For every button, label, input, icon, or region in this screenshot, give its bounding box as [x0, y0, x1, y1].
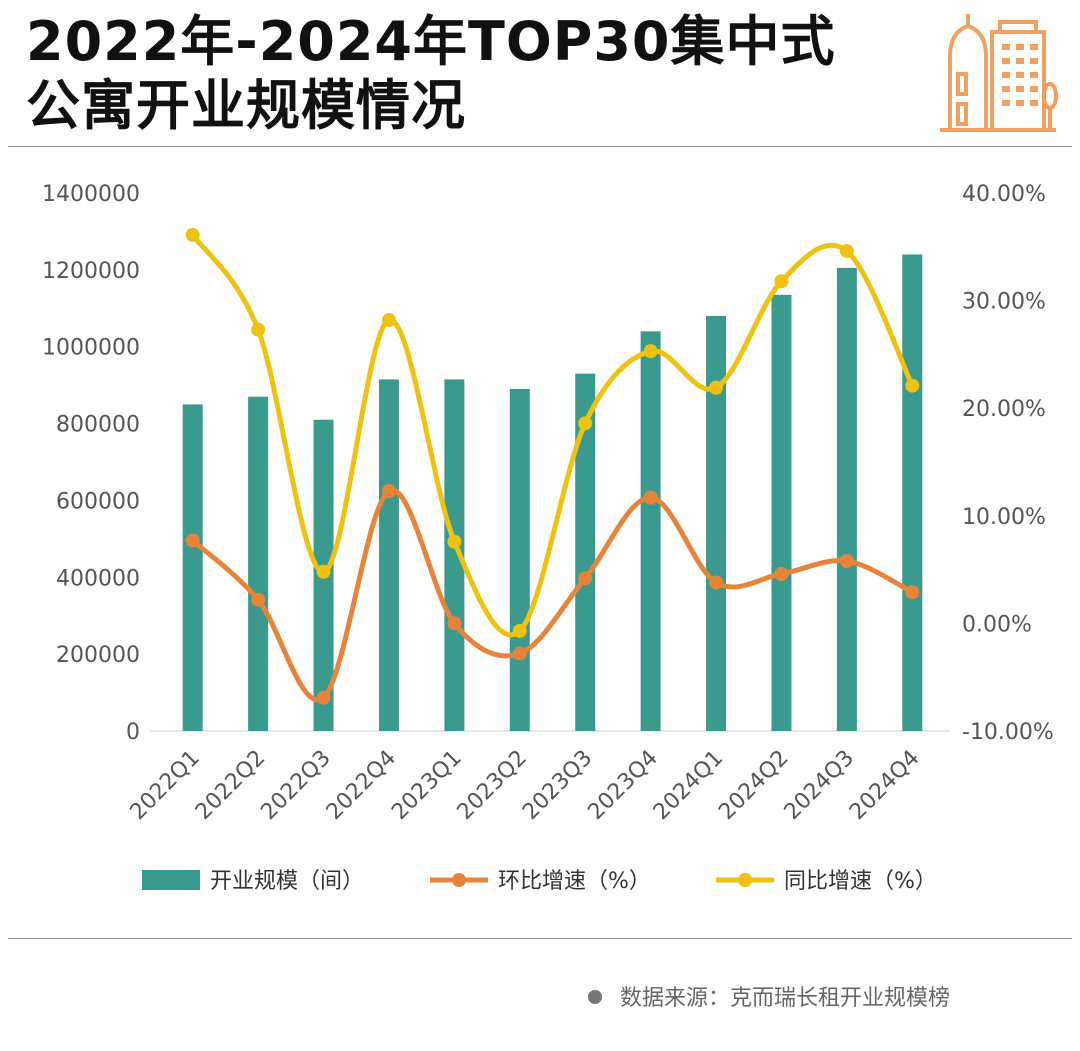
- y-right-tick-label: 30.00%: [962, 290, 1046, 315]
- yoy-growth-point: [709, 380, 724, 395]
- y-right-tick-label: 40.00%: [962, 182, 1046, 207]
- y-left-tick-label: 1200000: [42, 259, 140, 284]
- y-right-tick-label: 10.00%: [962, 505, 1046, 530]
- qoq-growth-point: [774, 566, 789, 581]
- yoy-growth-point: [185, 227, 200, 242]
- qoq-growth-point: [578, 571, 593, 586]
- x-tick-label: 2024Q1: [649, 746, 728, 825]
- combo-chart: 0 200000 400000 600000 800000 1000000 1200000 1…: [42, 182, 1054, 894]
- bar: [182, 404, 203, 731]
- x-tick-label: 2023Q1: [387, 746, 466, 825]
- y-left-tick-label: 200000: [56, 643, 140, 668]
- yoy-growth-point: [774, 274, 789, 289]
- yoy-growth-point: [643, 344, 658, 359]
- legend-label-qoq: 环比增速（%）: [498, 869, 651, 894]
- y-right-tick-label: 0.00%: [962, 612, 1032, 637]
- legend-marker-qoq: [452, 873, 466, 887]
- legend-marker-yoy: [738, 873, 752, 887]
- title-line-1: 2022年-2024年TOP30集中式: [26, 10, 836, 73]
- bar: [509, 388, 530, 731]
- x-tick-label: 2023Q4: [583, 746, 662, 825]
- yoy-growth-point: [512, 623, 527, 638]
- legend-label-yoy: 同比增速（%）: [784, 869, 937, 894]
- qoq-growth-point: [185, 533, 200, 548]
- x-tick-label: 2024Q2: [714, 746, 793, 825]
- x-tick-label: 2022Q3: [256, 746, 335, 825]
- legend-label-bar: 开业规模（间）: [210, 869, 364, 894]
- qoq-growth-point: [512, 646, 527, 661]
- qoq-growth-point: [643, 490, 658, 505]
- bar: [902, 254, 923, 731]
- bar: [640, 331, 661, 731]
- qoq-growth-point: [316, 690, 331, 705]
- footer-divider: [8, 938, 1072, 939]
- y-right-tick-label: -10.00%: [962, 720, 1054, 745]
- x-tick-label: 2022Q4: [322, 746, 401, 825]
- x-tick-label: 2022Q2: [191, 746, 270, 825]
- bullet-icon: [588, 990, 602, 1004]
- bar: [706, 315, 727, 731]
- y-left-tick-label: 600000: [56, 489, 140, 514]
- yoy-growth-point: [251, 322, 266, 337]
- yoy-growth-point: [578, 416, 593, 431]
- data-source: 数据来源：克而瑞长租开业规模榜: [588, 980, 950, 1012]
- qoq-growth-point: [905, 585, 920, 600]
- qoq-growth-point: [839, 553, 854, 568]
- data-source-text: 数据来源：克而瑞长租开业规模榜: [620, 986, 951, 1011]
- bar: [378, 379, 399, 731]
- x-tick-label: 2024Q4: [845, 746, 924, 825]
- qoq-growth-point: [251, 592, 266, 607]
- y-left-tick-label: 0: [126, 720, 140, 745]
- y-left-tick-label: 800000: [56, 413, 140, 438]
- building-icon: [940, 14, 1058, 132]
- yoy-growth-point: [316, 564, 331, 579]
- x-tick-label: 2023Q3: [518, 746, 597, 825]
- legend-swatch-bar: [142, 870, 200, 890]
- y-left-tick-label: 1400000: [42, 182, 140, 207]
- yoy-growth-point: [381, 312, 396, 327]
- yoy-growth-point: [905, 378, 920, 393]
- qoq-growth-point: [381, 484, 396, 499]
- qoq-growth-point: [709, 575, 724, 590]
- title-divider: [8, 146, 1072, 147]
- bar: [248, 396, 269, 731]
- bar: [444, 379, 465, 731]
- qoq-growth-point: [447, 616, 462, 631]
- chart-title: 2022年-2024年TOP30集中式 公寓开业规模情况: [26, 10, 835, 138]
- yoy-growth-point: [447, 534, 462, 549]
- x-tick-label: 2024Q3: [780, 746, 859, 825]
- yoy-growth-point: [839, 244, 854, 259]
- bar: [575, 373, 596, 731]
- yoy-growth-line: [190, 232, 915, 638]
- y-left-tick-label: 1000000: [42, 336, 140, 361]
- y-right-tick-label: 20.00%: [962, 397, 1046, 422]
- bar: [771, 294, 792, 731]
- title-line-2: 公寓开业规模情况: [26, 74, 466, 137]
- y-left-tick-label: 400000: [56, 566, 140, 591]
- x-tick-label: 2022Q1: [126, 746, 205, 825]
- x-tick-label: 2023Q2: [453, 746, 532, 825]
- bar: [836, 267, 857, 731]
